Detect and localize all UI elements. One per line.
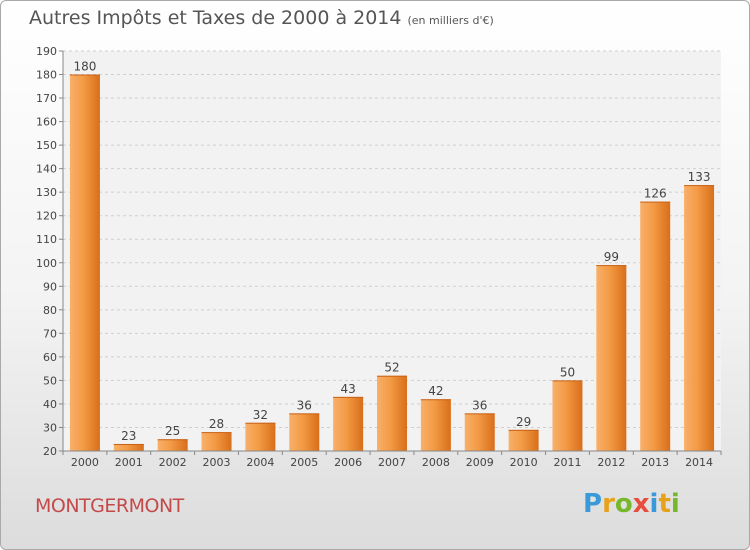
logo-letter: P (583, 489, 603, 519)
commune-name: MONTGERMONT (35, 495, 184, 517)
data-label: 126 (644, 187, 667, 201)
x-tick-label: 2006 (334, 456, 362, 469)
bar (333, 396, 364, 451)
y-tick-label: 180 (36, 69, 57, 82)
y-tick-label: 140 (36, 163, 57, 176)
chart-title-text: Autres Impôts et Taxes de 2000 à 2014 (29, 7, 402, 29)
bar (377, 375, 407, 451)
logo-letter: o (614, 489, 633, 519)
bar (69, 74, 100, 451)
data-label: 133 (688, 170, 711, 184)
logo-letter: t (658, 489, 671, 519)
bar (157, 439, 188, 451)
proxiti-logo: Proxiti (583, 489, 680, 519)
y-tick-label: 20 (43, 445, 57, 458)
data-label: 36 (297, 398, 312, 412)
y-tick-label: 110 (36, 233, 57, 246)
x-tick-label: 2007 (378, 456, 406, 469)
x-tick-label: 2008 (422, 456, 450, 469)
data-label: 28 (209, 417, 224, 431)
data-label: 32 (253, 408, 268, 422)
data-label: 50 (560, 365, 575, 379)
logo-letter: i (670, 489, 680, 519)
y-tick-label: 170 (36, 92, 57, 105)
x-tick-label: 2002 (159, 456, 187, 469)
x-tick-label: 2009 (466, 456, 494, 469)
bar (464, 413, 495, 451)
data-label: 25 (165, 424, 180, 438)
x-tick-label: 2001 (115, 456, 143, 469)
data-label: 52 (384, 361, 399, 375)
x-tick-label: 2000 (71, 456, 99, 469)
y-tick-label: 60 (43, 351, 57, 364)
x-tick-label: 2011 (553, 456, 581, 469)
y-tick-label: 160 (36, 116, 57, 129)
data-label: 36 (472, 398, 487, 412)
data-label: 23 (121, 429, 136, 443)
y-tick-label: 150 (36, 139, 57, 152)
y-tick-label: 130 (36, 186, 57, 199)
data-label: 180 (73, 60, 96, 74)
data-label: 43 (340, 382, 355, 396)
x-tick-label: 2010 (510, 456, 538, 469)
bar (245, 422, 276, 451)
y-tick-label: 40 (43, 398, 57, 411)
y-tick-label: 90 (43, 280, 57, 293)
y-tick-label: 80 (43, 304, 57, 317)
data-label: 42 (428, 384, 443, 398)
data-label: 29 (516, 415, 531, 429)
x-tick-label: 2012 (597, 456, 625, 469)
logo-letter: i (649, 489, 659, 519)
bar (508, 429, 539, 451)
y-tick-label: 190 (36, 45, 57, 58)
bar (420, 399, 451, 451)
y-tick-label: 50 (43, 374, 57, 387)
y-tick-label: 30 (43, 421, 57, 434)
y-tick-label: 100 (36, 257, 57, 270)
y-tick-label: 120 (36, 210, 57, 223)
data-label: 99 (604, 250, 619, 264)
bar (113, 443, 144, 451)
bar (596, 265, 627, 451)
x-tick-label: 2013 (641, 456, 669, 469)
bar (640, 201, 671, 451)
x-tick-label: 2003 (203, 456, 231, 469)
x-tick-label: 2005 (290, 456, 318, 469)
chart-subtitle: (en milliers d'€) (407, 14, 494, 27)
x-tick-label: 2014 (685, 456, 713, 469)
bar (552, 380, 583, 451)
bar (289, 413, 320, 451)
chart-title: Autres Impôts et Taxes de 2000 à 2014 (en… (29, 7, 494, 29)
logo-letter: x (632, 489, 650, 519)
logo-letter: r (602, 489, 615, 519)
bar (201, 432, 232, 451)
bar (684, 185, 715, 451)
y-tick-label: 70 (43, 327, 57, 340)
x-tick-label: 2004 (246, 456, 274, 469)
